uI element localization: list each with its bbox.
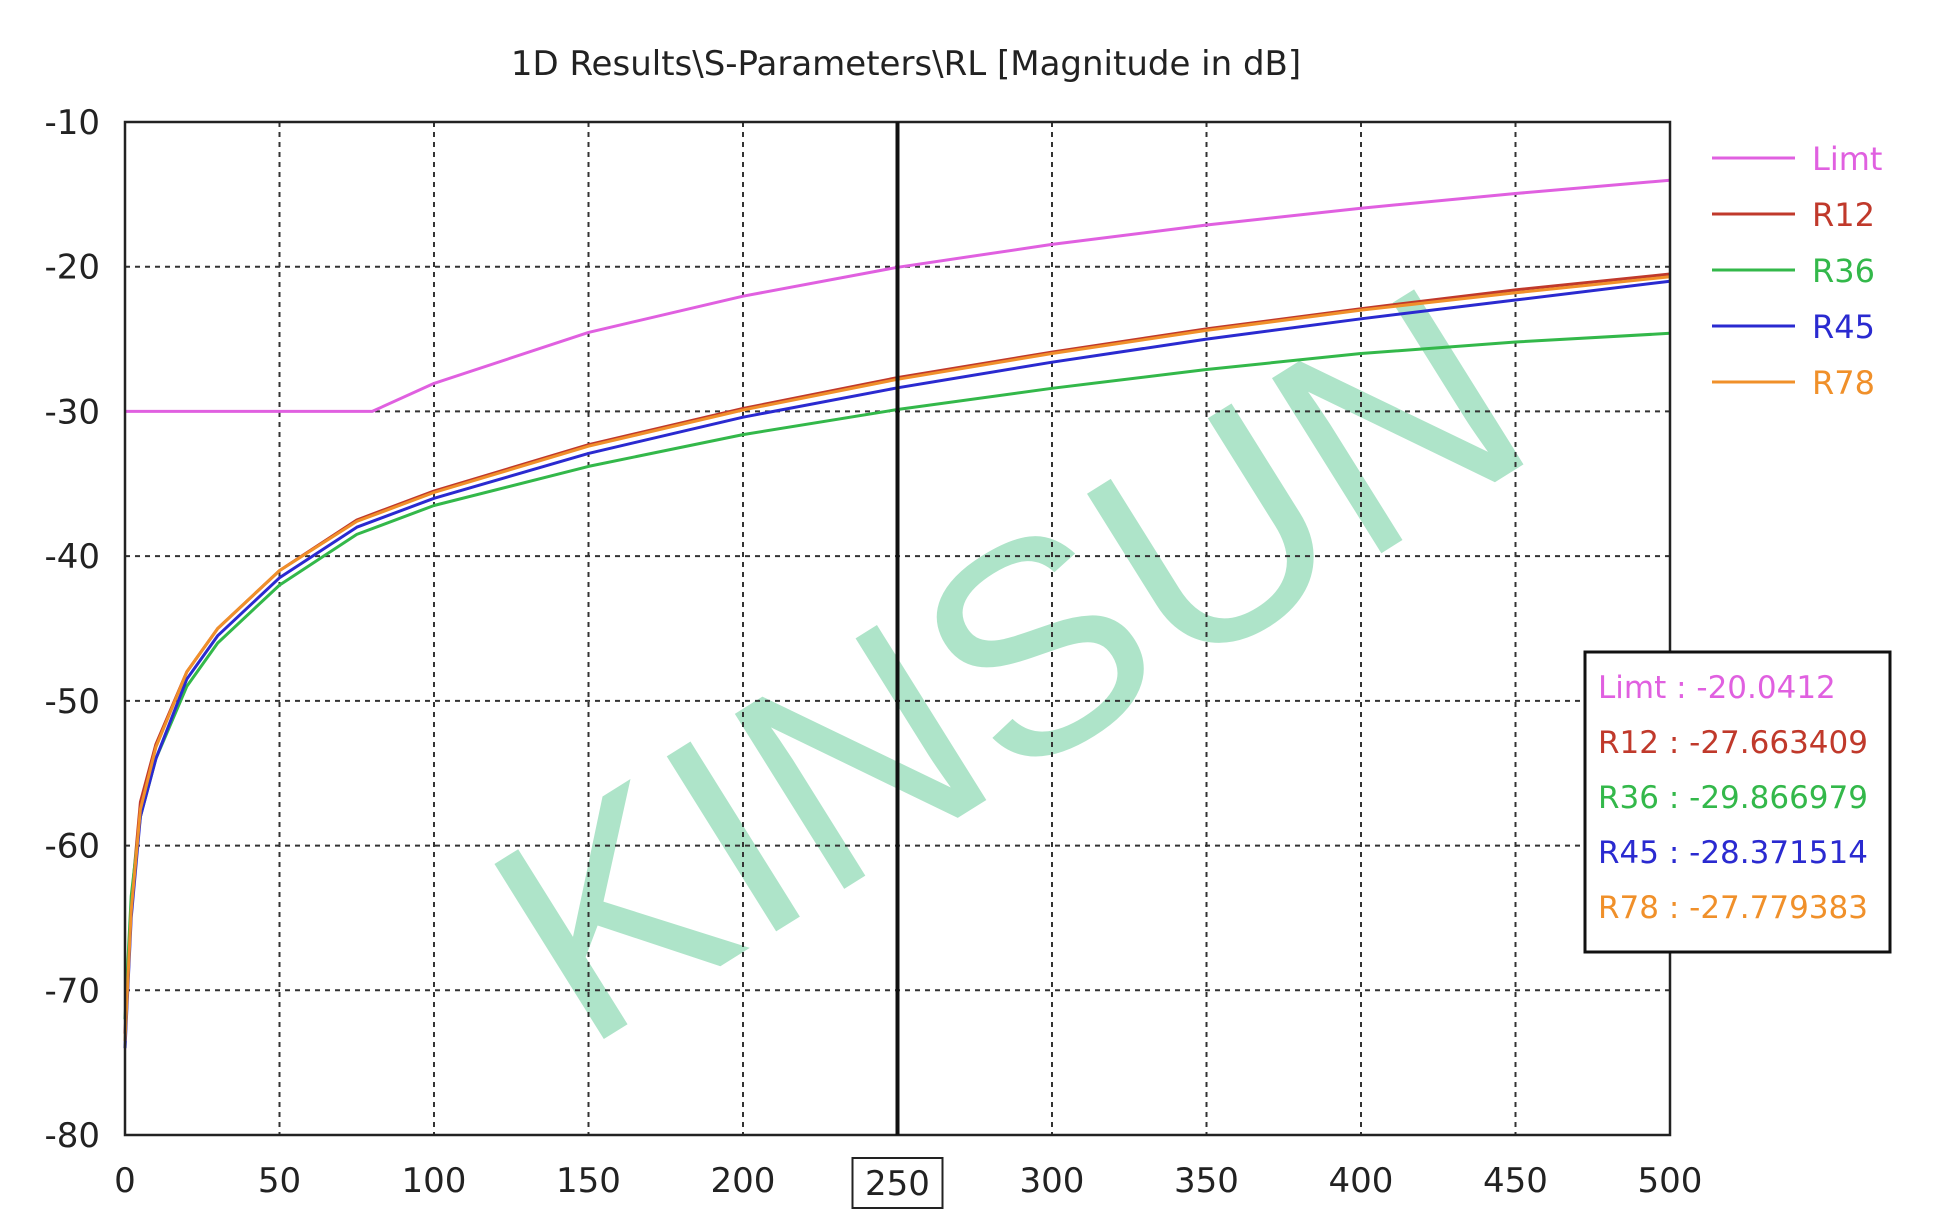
marker-x-box[interactable] (851, 1157, 944, 1209)
marker-readout-box: Limt : -20.0412 R12 : -27.663409 R36 : -29… (1583, 650, 1892, 954)
readout-limt: Limt : -20.0412 (1598, 670, 1836, 706)
readout-r12: R12 : -27.663409 (1598, 725, 1868, 761)
marker-x-label: 250 (865, 1164, 930, 1204)
legend-label-r45: R45 (1812, 308, 1875, 346)
legend-label-r78: R78 (1812, 364, 1875, 402)
readout-r36: R36 : -29.866979 (1598, 780, 1868, 816)
y-tick-label: -60 (44, 827, 100, 867)
x-tick-label: 50 (258, 1161, 301, 1201)
x-tick-label: 400 (1329, 1161, 1394, 1201)
watermark: KINSUN (439, 221, 1578, 1107)
x-tick-label: 450 (1483, 1161, 1548, 1201)
x-tick-label: 350 (1174, 1161, 1239, 1201)
chart-title: 1D Results\S-Parameters\RL [Magnitude in… (511, 44, 1301, 84)
y-tick-label: -70 (44, 971, 100, 1011)
readout-r45: R45 : -28.371514 (1598, 835, 1868, 871)
readout-frame (1583, 650, 1892, 954)
x-tick-label: 200 (711, 1161, 776, 1201)
y-tick-label: -30 (44, 392, 100, 432)
x-tick-label: 100 (402, 1161, 467, 1201)
y-tick-label: -40 (44, 537, 100, 577)
y-tick-label: -20 (44, 248, 100, 288)
x-tick-label: 150 (556, 1161, 621, 1201)
legend: Limt R12 R36 R45 R78 (1712, 140, 1882, 402)
series-line-r45 (123, 279, 1671, 1049)
y-tick-label: -10 (44, 103, 100, 143)
marker[interactable]: 250 (851, 122, 944, 1209)
watermark-text: KINSUN (439, 221, 1578, 1107)
x-tick-label: 500 (1638, 1161, 1703, 1201)
readout-r78: R78 : -27.779383 (1598, 890, 1868, 926)
y-tick-label: -80 (44, 1116, 100, 1156)
x-tick-label: 0 (114, 1161, 136, 1201)
x-tick-label: 300 (1020, 1161, 1085, 1201)
series-line-r78 (123, 275, 1671, 1041)
y-tick-label: -50 (44, 682, 100, 722)
legend-label-limt: Limt (1812, 140, 1882, 178)
legend-label-r12: R12 (1812, 196, 1875, 234)
legend-label-r36: R36 (1812, 252, 1875, 290)
